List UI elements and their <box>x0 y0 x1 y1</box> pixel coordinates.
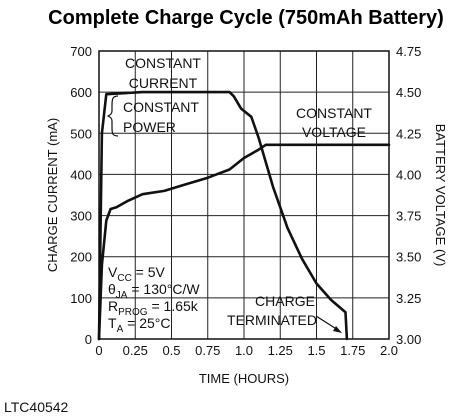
y2-tick-label: 4.00 <box>396 167 421 182</box>
y-tick-label: 200 <box>70 250 92 265</box>
annotation-constant-power-line1: CONSTANT <box>123 99 199 115</box>
x-tick-label: 1.0 <box>235 343 253 358</box>
test-condition: TA = 25°C <box>108 315 170 335</box>
charge-terminated-arrow <box>315 315 339 331</box>
annotation-constant-current-line1: CONSTANT <box>125 55 201 71</box>
x-tick-label: 0.5 <box>162 343 180 358</box>
y-tick-label: 300 <box>70 209 92 224</box>
test-condition: θJA = 130°C/W <box>108 281 200 301</box>
constant-power-brace <box>106 95 119 137</box>
curves <box>97 90 391 341</box>
y2-tick-label: 4.75 <box>396 44 421 59</box>
y-tick-label: 400 <box>70 167 92 182</box>
annotation-constant-voltage-line2: VOLTAGE <box>302 124 366 140</box>
y2-tick-label: 3.00 <box>396 332 421 347</box>
annotation-charge-terminated-line2: TERMINATED <box>227 312 317 328</box>
x-tick-label: 0.25 <box>123 343 148 358</box>
y2-tick-label: 4.50 <box>396 85 421 100</box>
y-tick-label: 500 <box>70 126 92 141</box>
x-axis-label: TIME (HOURS) <box>199 371 289 386</box>
y2-axis-label: BATTERY VOLTAGE (V) <box>433 124 448 267</box>
test-condition: VCC = 5V <box>108 264 166 284</box>
figure-id: LTC40542 <box>4 399 69 415</box>
y2-tick-label: 3.25 <box>396 291 421 306</box>
annotation-constant-power-line2: POWER <box>123 119 176 135</box>
plot-frame <box>98 50 390 340</box>
y2-tick-label: 4.25 <box>396 126 421 141</box>
annotation-constant-voltage-line1: CONSTANT <box>296 105 372 121</box>
grid <box>99 51 389 339</box>
y-tick-label: 0 <box>85 332 92 347</box>
battery-voltage-line <box>97 143 391 341</box>
tick-labels: 0 0.25 0.5 0.75 1.0 1.25 1.5 1.75 2.0 0 100 200 300 4… <box>70 44 421 358</box>
test-condition: RPROG = 1.65k <box>108 298 199 318</box>
x-tick-label: 2.0 <box>380 343 398 358</box>
y2-tick-label: 3.75 <box>396 209 421 224</box>
y-axis-label: CHARGE CURRENT (mA) <box>45 118 60 272</box>
annotation-charge-terminated-line1: CHARGE <box>255 293 315 309</box>
y-tick-label: 100 <box>70 291 92 306</box>
x-tick-label: 1.25 <box>268 343 293 358</box>
chart-title: Complete Charge Cycle (750mAh Battery) <box>48 7 444 29</box>
x-tick-label: 1.5 <box>307 343 325 358</box>
x-tick-label: 1.75 <box>340 343 365 358</box>
y-tick-label: 600 <box>70 85 92 100</box>
charge-terminated-arrowhead <box>333 326 342 333</box>
y2-tick-label: 3.50 <box>396 250 421 265</box>
y-tick-label: 700 <box>70 44 92 59</box>
x-tick-label: 0.75 <box>195 343 220 358</box>
charge-current-line <box>97 90 349 341</box>
x-tick-label: 0 <box>95 343 102 358</box>
annotation-constant-current-line2: CURRENT <box>129 75 198 91</box>
